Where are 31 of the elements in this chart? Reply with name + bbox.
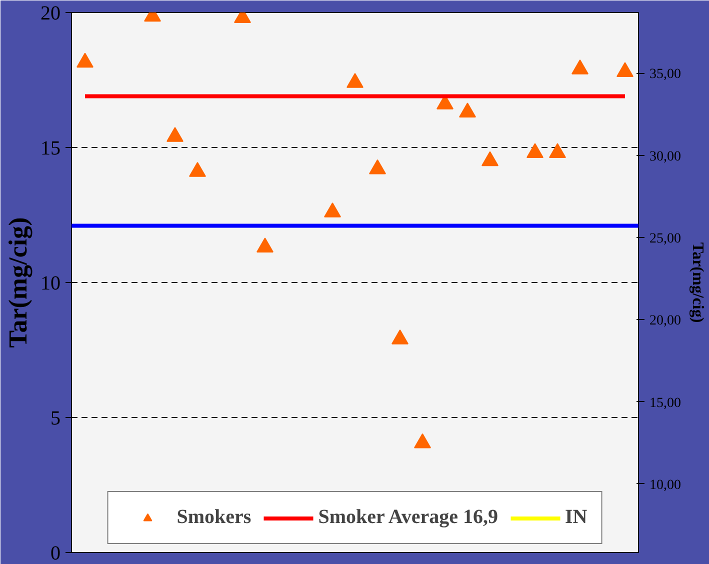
legend-label: IN	[565, 506, 588, 529]
y2-tick-label: 25,00	[650, 231, 681, 246]
y-tick-label: 15	[40, 138, 60, 160]
point	[549, 143, 566, 158]
point	[256, 238, 274, 253]
point	[76, 52, 94, 68]
y2-tick-label: 20,00	[650, 314, 681, 329]
point	[616, 62, 634, 78]
legend-label: Smokers	[176, 506, 252, 529]
point	[459, 102, 476, 118]
point	[526, 143, 544, 158]
y-tick-label: 0	[50, 542, 60, 564]
point	[166, 126, 184, 142]
y2-tick-label: 10,00	[650, 478, 681, 493]
y-tick-label: 5	[50, 408, 60, 430]
point	[189, 162, 206, 177]
point	[392, 329, 408, 344]
y2-tick-label: 15,00	[650, 396, 681, 411]
legend-label: Smoker Average 16,9	[318, 506, 498, 529]
point	[572, 59, 588, 74]
point	[482, 151, 498, 166]
y2-tick-label: 35,00	[650, 67, 681, 82]
point	[414, 433, 431, 448]
y-tick-label: 10	[40, 272, 60, 294]
point	[324, 202, 341, 218]
y-tick-label: 20	[40, 2, 60, 24]
y-axis-title: Tar(mg/cig)	[4, 217, 32, 348]
y2-axis-title: Tar(mg/cig)	[689, 242, 706, 323]
point	[369, 159, 386, 174]
y2-tick-label: 30,00	[650, 149, 681, 164]
point	[346, 72, 364, 88]
